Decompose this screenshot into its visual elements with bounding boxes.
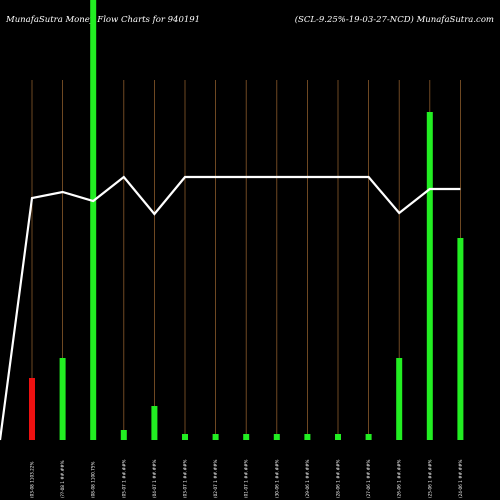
- x-tick-label: (05-07 1 ##.##%: [121, 460, 126, 498]
- volume-bar: [365, 434, 372, 440]
- volume-bar: [212, 434, 219, 440]
- chart-title-left: MunafaSutra Money Flow Charts for 940191: [5, 15, 200, 25]
- x-tick-label: (03-08 1103.22%: [30, 462, 35, 498]
- volume-bars: [29, 0, 464, 440]
- x-tick-label: (25-06 1 ##.##%: [427, 460, 432, 498]
- x-tick-label: (08-08 1100.75%: [91, 462, 96, 498]
- x-tick-label: (26-06 1 ##.##%: [397, 460, 402, 498]
- money-flow-line: [0, 175, 461, 441]
- volume-bar: [304, 434, 311, 440]
- chart-title-right: (SCL-9.25%-19-03-27-NCD) MunafaSutra.com: [295, 14, 494, 25]
- x-tick-label: (29-06 1 ##.##%: [305, 460, 310, 498]
- volume-bar: [59, 358, 66, 440]
- x-tick-label: (04-07 1 ##.##%: [152, 460, 157, 498]
- volume-bar: [151, 406, 158, 440]
- volume-bar: [457, 238, 464, 440]
- volume-bar: [273, 434, 280, 440]
- volume-bar: [243, 434, 250, 440]
- volume-bar: [90, 0, 97, 440]
- volume-bar: [182, 434, 188, 440]
- x-tick-label: (02-07 1 ##.##%: [213, 460, 218, 498]
- x-tick-label: (27-06 1 ##.##%: [366, 460, 371, 498]
- volume-bar: [426, 112, 433, 440]
- x-tick-label: (30-06 1 ##.##%: [274, 460, 279, 498]
- x-tick-label: (24-06 1 ##.##%: [458, 460, 463, 498]
- x-axis-labels: (03-08 1103.22% (??-08 1 ##.##% (08-08 110…: [30, 460, 463, 498]
- volume-bar: [120, 430, 127, 440]
- volume-bar: [335, 434, 341, 440]
- x-tick-label: (01-07 1 ##.##%: [244, 460, 249, 498]
- volume-bar: [29, 378, 35, 440]
- volume-bar: [396, 358, 403, 440]
- x-tick-label: (03-07 1 ##.##%: [183, 460, 188, 498]
- x-tick-label: (28-06 1 ##.##%: [336, 460, 341, 498]
- x-tick-label: (??-08 1 ##.##%: [60, 460, 65, 498]
